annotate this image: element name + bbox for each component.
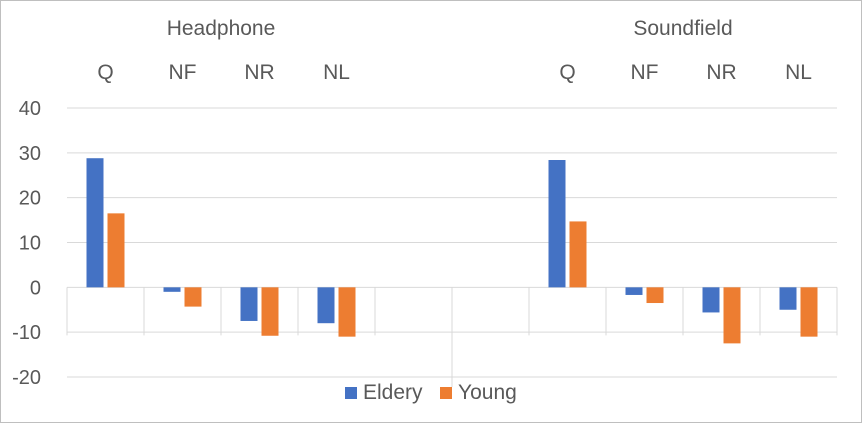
bar-eldery-7 <box>625 287 643 295</box>
group-labels: Headphone Soundfield <box>167 17 733 40</box>
y-tick-label: 0 <box>30 277 41 299</box>
category-label-nl: NL <box>785 61 812 84</box>
legend-swatch-young <box>440 387 452 399</box>
category-label-nr: NR <box>706 61 736 84</box>
group-label-soundfield: Soundfield <box>633 17 732 40</box>
legend: Eldery Young <box>345 381 517 404</box>
y-tick-label: -10 <box>12 322 41 344</box>
y-tick-label: 30 <box>19 143 41 165</box>
bar-young-3 <box>338 287 356 337</box>
bar-young-0 <box>107 213 125 288</box>
bar-eldery-2 <box>240 287 258 321</box>
category-label-q: Q <box>559 61 575 84</box>
y-tick-label: -20 <box>12 367 41 389</box>
category-label-nf: NF <box>631 61 659 84</box>
bar-eldery-3 <box>317 287 335 324</box>
category-label-nf: NF <box>169 61 197 84</box>
category-label-q: Q <box>97 61 113 84</box>
bar-eldery-9 <box>779 287 797 310</box>
bar-young-7 <box>646 287 664 304</box>
bar-eldery-1 <box>163 287 181 292</box>
category-label-nl: NL <box>323 61 350 84</box>
bar-young-6 <box>569 221 587 288</box>
bar-eldery-6 <box>548 160 566 288</box>
legend-label-eldery: Eldery <box>363 381 423 404</box>
y-tick-label: 40 <box>19 98 41 120</box>
category-dividers <box>66 287 838 387</box>
group-label-headphone: Headphone <box>167 17 276 40</box>
bars <box>86 158 818 344</box>
bar-eldery-8 <box>702 287 720 313</box>
legend-swatch-eldery <box>345 387 357 399</box>
bar-young-8 <box>723 287 741 344</box>
y-tick-label: 10 <box>19 233 41 255</box>
bar-young-9 <box>800 287 818 337</box>
bar-young-2 <box>261 287 279 336</box>
bar-young-1 <box>184 287 202 307</box>
category-label-nr: NR <box>244 61 274 84</box>
bar-eldery-0 <box>86 158 104 288</box>
legend-label-young: Young <box>458 381 517 404</box>
y-tick-label: 20 <box>19 188 41 210</box>
y-axis-tick-labels: -20 -10 0 10 20 30 40 <box>12 98 41 389</box>
category-labels: Q NF NR NL Q NF NR NL <box>97 61 812 84</box>
